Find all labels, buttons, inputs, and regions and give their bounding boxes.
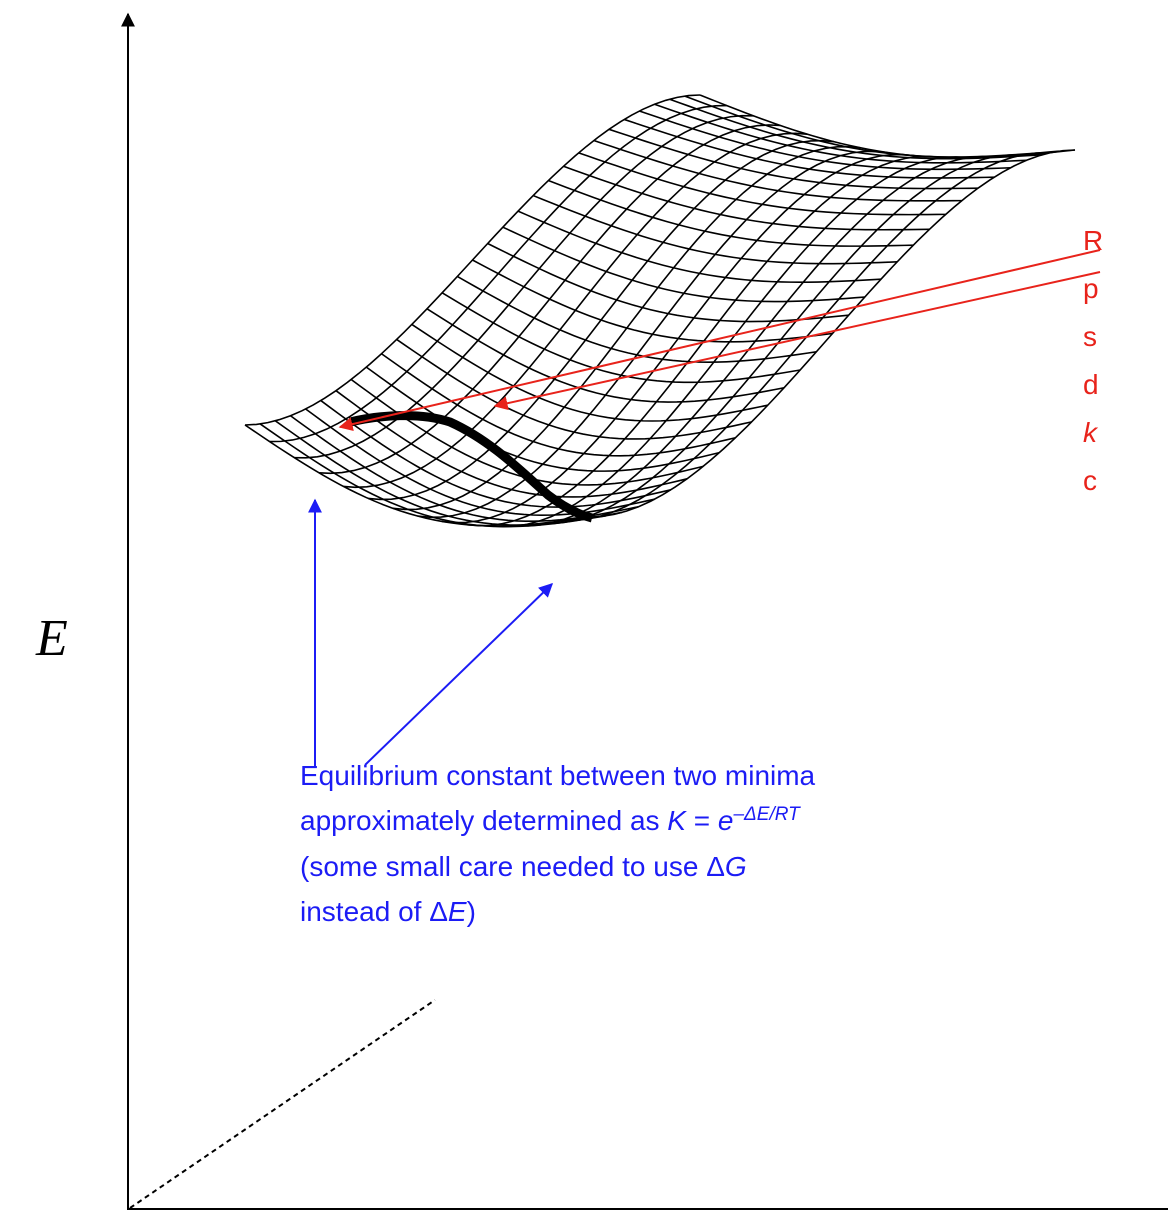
text-run: instead of Δ (300, 896, 448, 927)
text-run: ) (467, 896, 476, 927)
axis-label: E (35, 610, 68, 667)
mesh-line (685, 96, 1059, 157)
superscript: –ΔE/RT (732, 804, 801, 825)
mesh-line (457, 276, 816, 362)
mesh-line (270, 106, 727, 442)
mesh-line (344, 133, 808, 487)
text-run: G (725, 851, 747, 882)
mesh-line (351, 379, 703, 484)
red-line: p (1083, 273, 1099, 304)
text-run: approximately determined as (300, 805, 667, 836)
diagram: E R p s d k c Equilibrium constant betwe… (0, 0, 1168, 1212)
text-run: E (448, 896, 467, 927)
red-line: R (1083, 225, 1103, 256)
text-run: Equilibrium constant between two minima (300, 760, 816, 791)
red-line: c (1083, 465, 1097, 496)
page: {"axis_label": "E", "red_note": {"lines"… (0, 0, 1168, 1212)
red-line: s (1083, 321, 1097, 352)
blue-line: Equilibrium constant between two minima (300, 760, 816, 791)
blue-line: instead of ΔE) (300, 896, 476, 927)
mesh-line (442, 293, 800, 383)
blue-arrow (365, 584, 552, 765)
text-run: (some small care needed to use Δ (300, 851, 725, 882)
energy-surface (245, 95, 1075, 527)
mesh-line (368, 141, 834, 500)
text-run: = (686, 805, 718, 836)
blue-line: approximately determined as K = e–ΔE/RT (300, 804, 801, 836)
mesh-line (294, 116, 753, 458)
red-line: k (1083, 417, 1099, 448)
text-run: K (667, 805, 687, 836)
mesh-line (590, 150, 1075, 517)
red-line: d (1083, 369, 1099, 400)
blue-note: Equilibrium constant between two minima … (300, 760, 816, 927)
red-note: R p s d k c (1083, 225, 1103, 496)
text-run: e (718, 805, 734, 836)
depth-axis (130, 1000, 435, 1208)
blue-line: (some small care needed to use ΔG (300, 851, 747, 882)
